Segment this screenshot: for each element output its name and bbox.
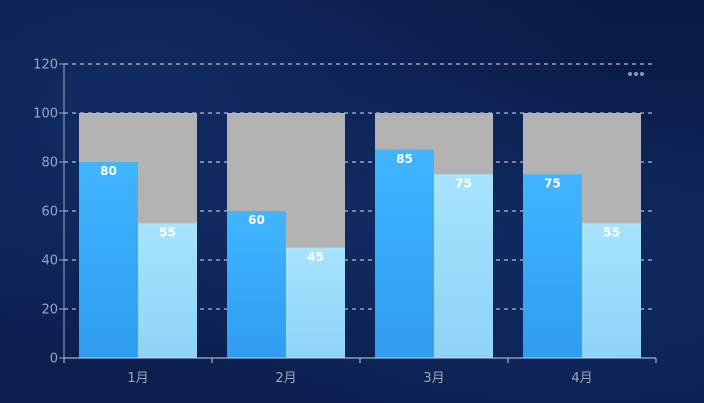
data-label: 75 [544, 176, 561, 190]
data-label: 60 [248, 213, 265, 227]
data-label: 75 [455, 176, 472, 190]
x-tick-label: 2月 [275, 371, 296, 386]
y-tick-label: 60 [41, 205, 58, 220]
x-tick-label: 1月 [127, 371, 148, 386]
data-label: 85 [396, 152, 413, 166]
data-label: 45 [307, 250, 324, 264]
y-tick-label: 40 [41, 254, 58, 269]
y-tick-label: 80 [41, 156, 58, 171]
bar-series-1 [79, 162, 138, 358]
bar-series-1 [227, 211, 286, 358]
x-tick-label: 3月 [423, 371, 444, 386]
more-dot [634, 72, 638, 76]
y-tick-label: 100 [33, 107, 58, 122]
data-label: 80 [100, 164, 117, 178]
axis-layer: 0 20 40 60 80 100 120 1月 2月 3月 4月 [33, 58, 657, 386]
bar-series-2 [582, 223, 641, 358]
y-tick-label: 20 [41, 303, 58, 318]
y-tick-label: 0 [50, 352, 58, 367]
bar-series-2 [434, 174, 493, 358]
bars-layer [79, 113, 641, 358]
bar-series-1 [375, 149, 434, 358]
data-label: 55 [159, 225, 176, 239]
more-dot [640, 72, 644, 76]
labels-layer: 80 55 60 45 85 75 75 55 [100, 152, 620, 264]
bar-series-2 [138, 223, 197, 358]
data-label: 55 [603, 225, 620, 239]
bar-series-1 [523, 174, 582, 358]
bar-series-2 [286, 247, 345, 358]
x-tick-label: 4月 [571, 371, 592, 386]
y-tick-label: 120 [33, 58, 58, 73]
more-dot [628, 72, 632, 76]
more-icon[interactable] [628, 72, 644, 76]
